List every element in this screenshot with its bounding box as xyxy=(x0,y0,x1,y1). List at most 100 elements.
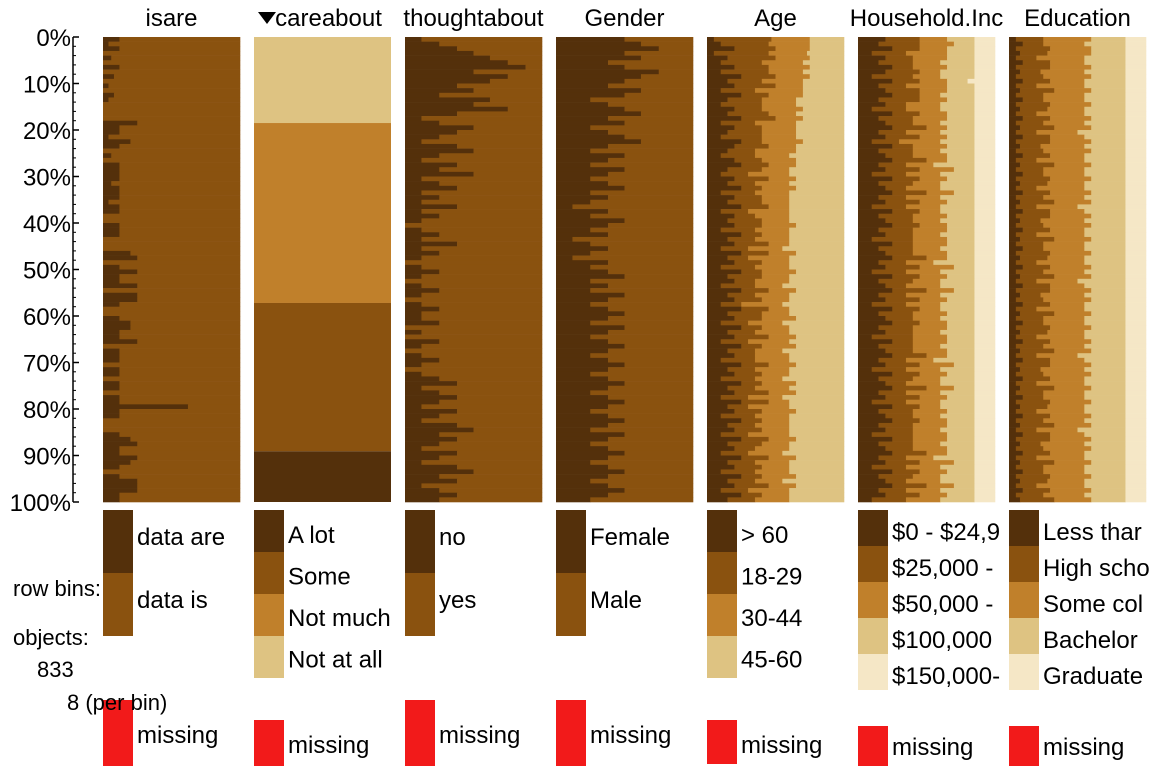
bin-segment xyxy=(1047,255,1085,261)
bin-segment xyxy=(974,483,996,489)
bin-segment xyxy=(1009,390,1017,396)
bin-segment xyxy=(802,60,845,66)
bin-segment xyxy=(1015,111,1037,117)
bin-segment xyxy=(707,297,735,303)
bin-segment xyxy=(608,395,694,400)
bin-segment xyxy=(1040,292,1085,298)
bin-segment xyxy=(1019,274,1055,280)
bin-segment xyxy=(1091,325,1126,331)
legend-label: no xyxy=(439,524,466,551)
bin-segment xyxy=(892,111,920,117)
bin-segment xyxy=(707,418,742,424)
bin-segment xyxy=(974,162,996,168)
bin-segment xyxy=(1084,78,1126,84)
sort-descending-icon[interactable] xyxy=(258,12,276,24)
bin-segment xyxy=(421,227,543,233)
bin-segment xyxy=(439,195,543,201)
bin-segment xyxy=(761,260,790,266)
bin-segment xyxy=(707,176,735,182)
bin-segment xyxy=(556,274,625,280)
bin-segment xyxy=(1009,343,1017,349)
bin-segment xyxy=(1043,492,1085,498)
bin-segment xyxy=(1125,385,1147,391)
bin-segment xyxy=(707,171,721,177)
bin-segment xyxy=(789,413,845,419)
bin-segment xyxy=(707,264,721,270)
bin-segment xyxy=(741,139,763,145)
bin-segment xyxy=(1019,236,1055,242)
bin-segment xyxy=(103,427,241,433)
bin-segment xyxy=(608,483,694,489)
bin-segment xyxy=(103,97,109,103)
bin-segment xyxy=(905,381,941,387)
bin-segment xyxy=(1054,311,1092,317)
bin-segment xyxy=(1125,404,1147,410)
bin-segment xyxy=(421,190,543,196)
bin-segment xyxy=(741,204,769,210)
bin-segment xyxy=(1054,274,1092,280)
bin-segment xyxy=(919,92,941,98)
bin-segment xyxy=(1050,227,1085,233)
bin-segment xyxy=(1015,343,1044,349)
missing-swatch xyxy=(1009,726,1039,766)
bin-segment xyxy=(885,329,914,335)
bin-segment xyxy=(608,171,694,177)
bin-segment xyxy=(926,190,955,196)
bin-segment xyxy=(789,167,845,173)
bin-segment xyxy=(1125,483,1147,489)
bin-segment xyxy=(608,232,694,238)
bin-segment xyxy=(1084,376,1126,382)
legend-swatch xyxy=(556,510,586,573)
bin-segment xyxy=(439,306,543,312)
bin-segment xyxy=(768,483,797,489)
bin-segment xyxy=(1091,311,1126,317)
bin-segment xyxy=(1084,409,1126,414)
bin-segment xyxy=(1050,399,1092,405)
bin-segment xyxy=(439,455,543,461)
bin-segment xyxy=(858,41,879,47)
bin-segment xyxy=(1054,125,1092,131)
bin-segment xyxy=(1084,111,1126,117)
bin-segment xyxy=(103,367,120,373)
bin-segment xyxy=(858,139,872,145)
bin-segment xyxy=(1091,74,1126,80)
bin-segment xyxy=(734,278,756,284)
bin-segment xyxy=(885,120,914,126)
bin-segment xyxy=(1019,404,1048,410)
bin-segment xyxy=(727,199,763,205)
bin-segment xyxy=(707,92,742,98)
bin-segment xyxy=(761,102,797,108)
legend-swatch xyxy=(1009,654,1039,690)
bin-segment xyxy=(953,41,975,47)
bin-segment xyxy=(885,134,920,140)
bin-segment xyxy=(103,381,120,387)
bin-segment xyxy=(254,302,391,452)
bin-segment xyxy=(858,190,893,196)
bin-segment xyxy=(1022,376,1051,382)
bin-segment xyxy=(775,74,811,80)
bin-segment xyxy=(405,283,422,289)
bin-segment xyxy=(1125,302,1147,307)
bin-segment xyxy=(734,143,769,149)
bin-segment xyxy=(858,50,872,56)
bin-segment xyxy=(919,78,948,84)
bin-segment xyxy=(727,478,756,484)
bin-segment xyxy=(858,311,879,317)
bin-segment xyxy=(1043,241,1085,247)
bin-segment xyxy=(473,427,543,433)
bin-segment xyxy=(405,134,440,140)
bin-segment xyxy=(556,492,609,498)
bin-segment xyxy=(1091,460,1126,466)
bin-segment xyxy=(1125,37,1147,42)
bin-segment xyxy=(556,357,609,363)
bin-segment xyxy=(556,343,625,349)
bin-segment xyxy=(782,376,845,382)
bin-segment xyxy=(871,302,907,307)
bin-segment xyxy=(1015,250,1051,256)
bin-segment xyxy=(796,176,845,182)
bin-segment xyxy=(858,78,893,84)
bin-segment xyxy=(1091,236,1126,242)
bin-segment xyxy=(940,269,975,275)
bin-segment xyxy=(103,311,241,317)
